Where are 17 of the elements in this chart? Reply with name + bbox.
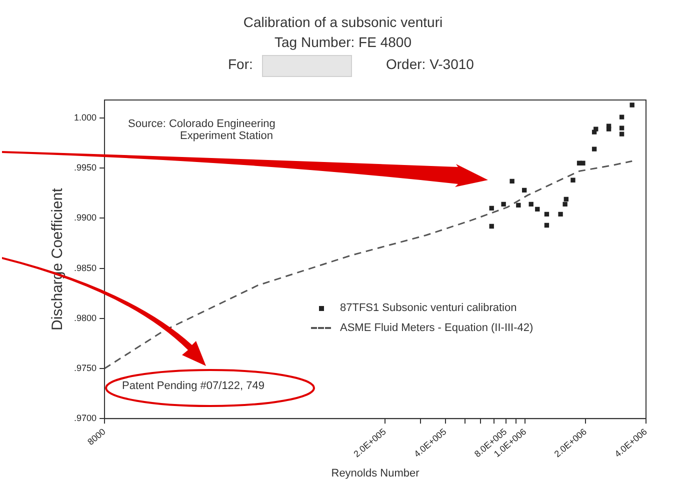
y-tick-label: .9900	[74, 212, 97, 223]
text: Order: V-3010	[386, 56, 474, 72]
y-tick-label: .9750	[74, 362, 97, 373]
text: For:	[228, 56, 253, 72]
annotation: Patent Pending #07/122, 749	[122, 380, 265, 392]
y-tick-label: .9700	[74, 413, 97, 424]
y-tick-label: .9800	[74, 312, 97, 323]
chart-subtitle: Tag Number: FE 4800	[274, 34, 412, 50]
chart-title: Calibration of a subsonic venturi	[242, 14, 444, 30]
y-axis-title: Discharge Coefficient	[49, 187, 66, 330]
x-axis-title: Reynolds Number	[331, 467, 420, 480]
y-tick-label: .9950	[74, 162, 97, 173]
annotation: Source: Colorado Engineering Experiment Station	[128, 118, 276, 142]
y-tick-label: .9850	[74, 262, 97, 273]
legend-label: 87TFS1 Subsonic venturi calibration	[340, 302, 517, 314]
legend-label: ASME Fluid Meters - Equation (II-III-42)	[340, 322, 534, 334]
y-tick-label: 1.000	[74, 112, 97, 123]
